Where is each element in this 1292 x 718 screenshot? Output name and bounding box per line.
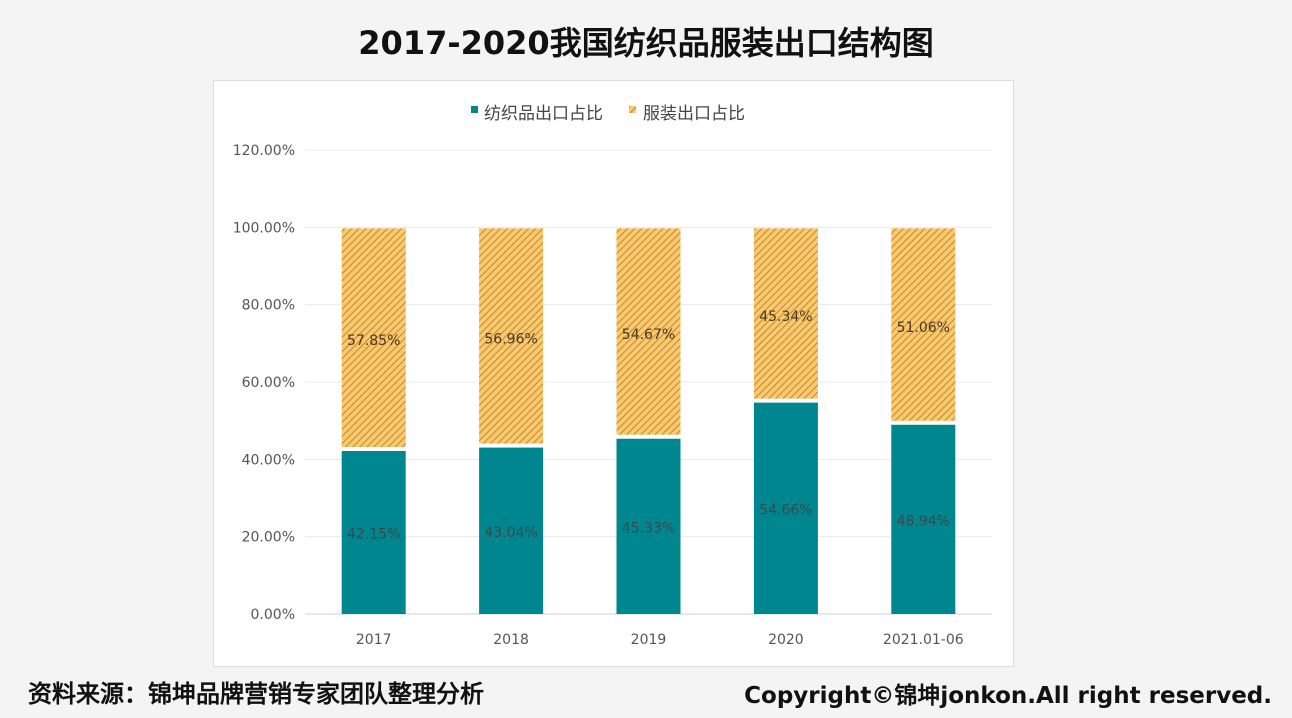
bar-apparel bbox=[753, 228, 818, 399]
y-tick-label: 100.00% bbox=[233, 220, 295, 236]
legend-swatch-textile bbox=[471, 106, 478, 113]
data-label-textile: 42.15% bbox=[347, 527, 400, 543]
y-tick-label: 60.00% bbox=[242, 375, 295, 391]
data-label-apparel: 51.06% bbox=[897, 320, 950, 336]
page-title: 2017-2020我国纺织品服装出口结构图 bbox=[358, 24, 934, 62]
data-label-apparel: 57.85% bbox=[347, 333, 400, 349]
bar-textile bbox=[753, 402, 818, 614]
legend-label-textile: 纺织品出口占比 bbox=[484, 104, 603, 124]
y-tick-label: 120.00% bbox=[233, 143, 295, 159]
data-label-textile: 48.94% bbox=[897, 513, 950, 529]
copyright-note: Copyright©锦坤jonkon.All right reserved. bbox=[744, 683, 1272, 709]
x-tick-label: 2018 bbox=[493, 632, 529, 648]
data-label-apparel: 54.67% bbox=[622, 327, 675, 343]
x-tick-label: 2017 bbox=[356, 632, 392, 648]
x-tick-label: 2019 bbox=[631, 632, 667, 648]
x-tick-label: 2021.01-06 bbox=[883, 632, 964, 648]
legend-label-apparel: 服装出口占比 bbox=[643, 104, 745, 124]
x-tick-label: 2020 bbox=[768, 632, 804, 648]
bar-textile bbox=[616, 438, 681, 614]
bar-textile bbox=[341, 451, 406, 614]
data-label-textile: 45.33% bbox=[622, 520, 675, 536]
bar-textile bbox=[479, 447, 544, 614]
bar-apparel bbox=[616, 228, 681, 435]
legend-swatch-apparel bbox=[629, 106, 636, 113]
data-label-textile: 43.04% bbox=[484, 525, 537, 541]
y-tick-label: 0.00% bbox=[251, 607, 295, 623]
y-tick-label: 80.00% bbox=[242, 298, 295, 314]
bar-apparel bbox=[891, 228, 956, 421]
y-tick-label: 40.00% bbox=[242, 452, 295, 468]
data-label-apparel: 45.34% bbox=[759, 309, 812, 325]
source-note: 资料来源：锦坤品牌营销专家团队整理分析 bbox=[28, 679, 484, 708]
data-label-textile: 54.66% bbox=[759, 502, 812, 518]
y-tick-label: 20.00% bbox=[242, 530, 295, 546]
bar-apparel bbox=[479, 228, 544, 444]
bar-textile bbox=[891, 424, 956, 614]
data-label-apparel: 56.96% bbox=[484, 331, 537, 347]
bar-apparel bbox=[341, 228, 406, 448]
